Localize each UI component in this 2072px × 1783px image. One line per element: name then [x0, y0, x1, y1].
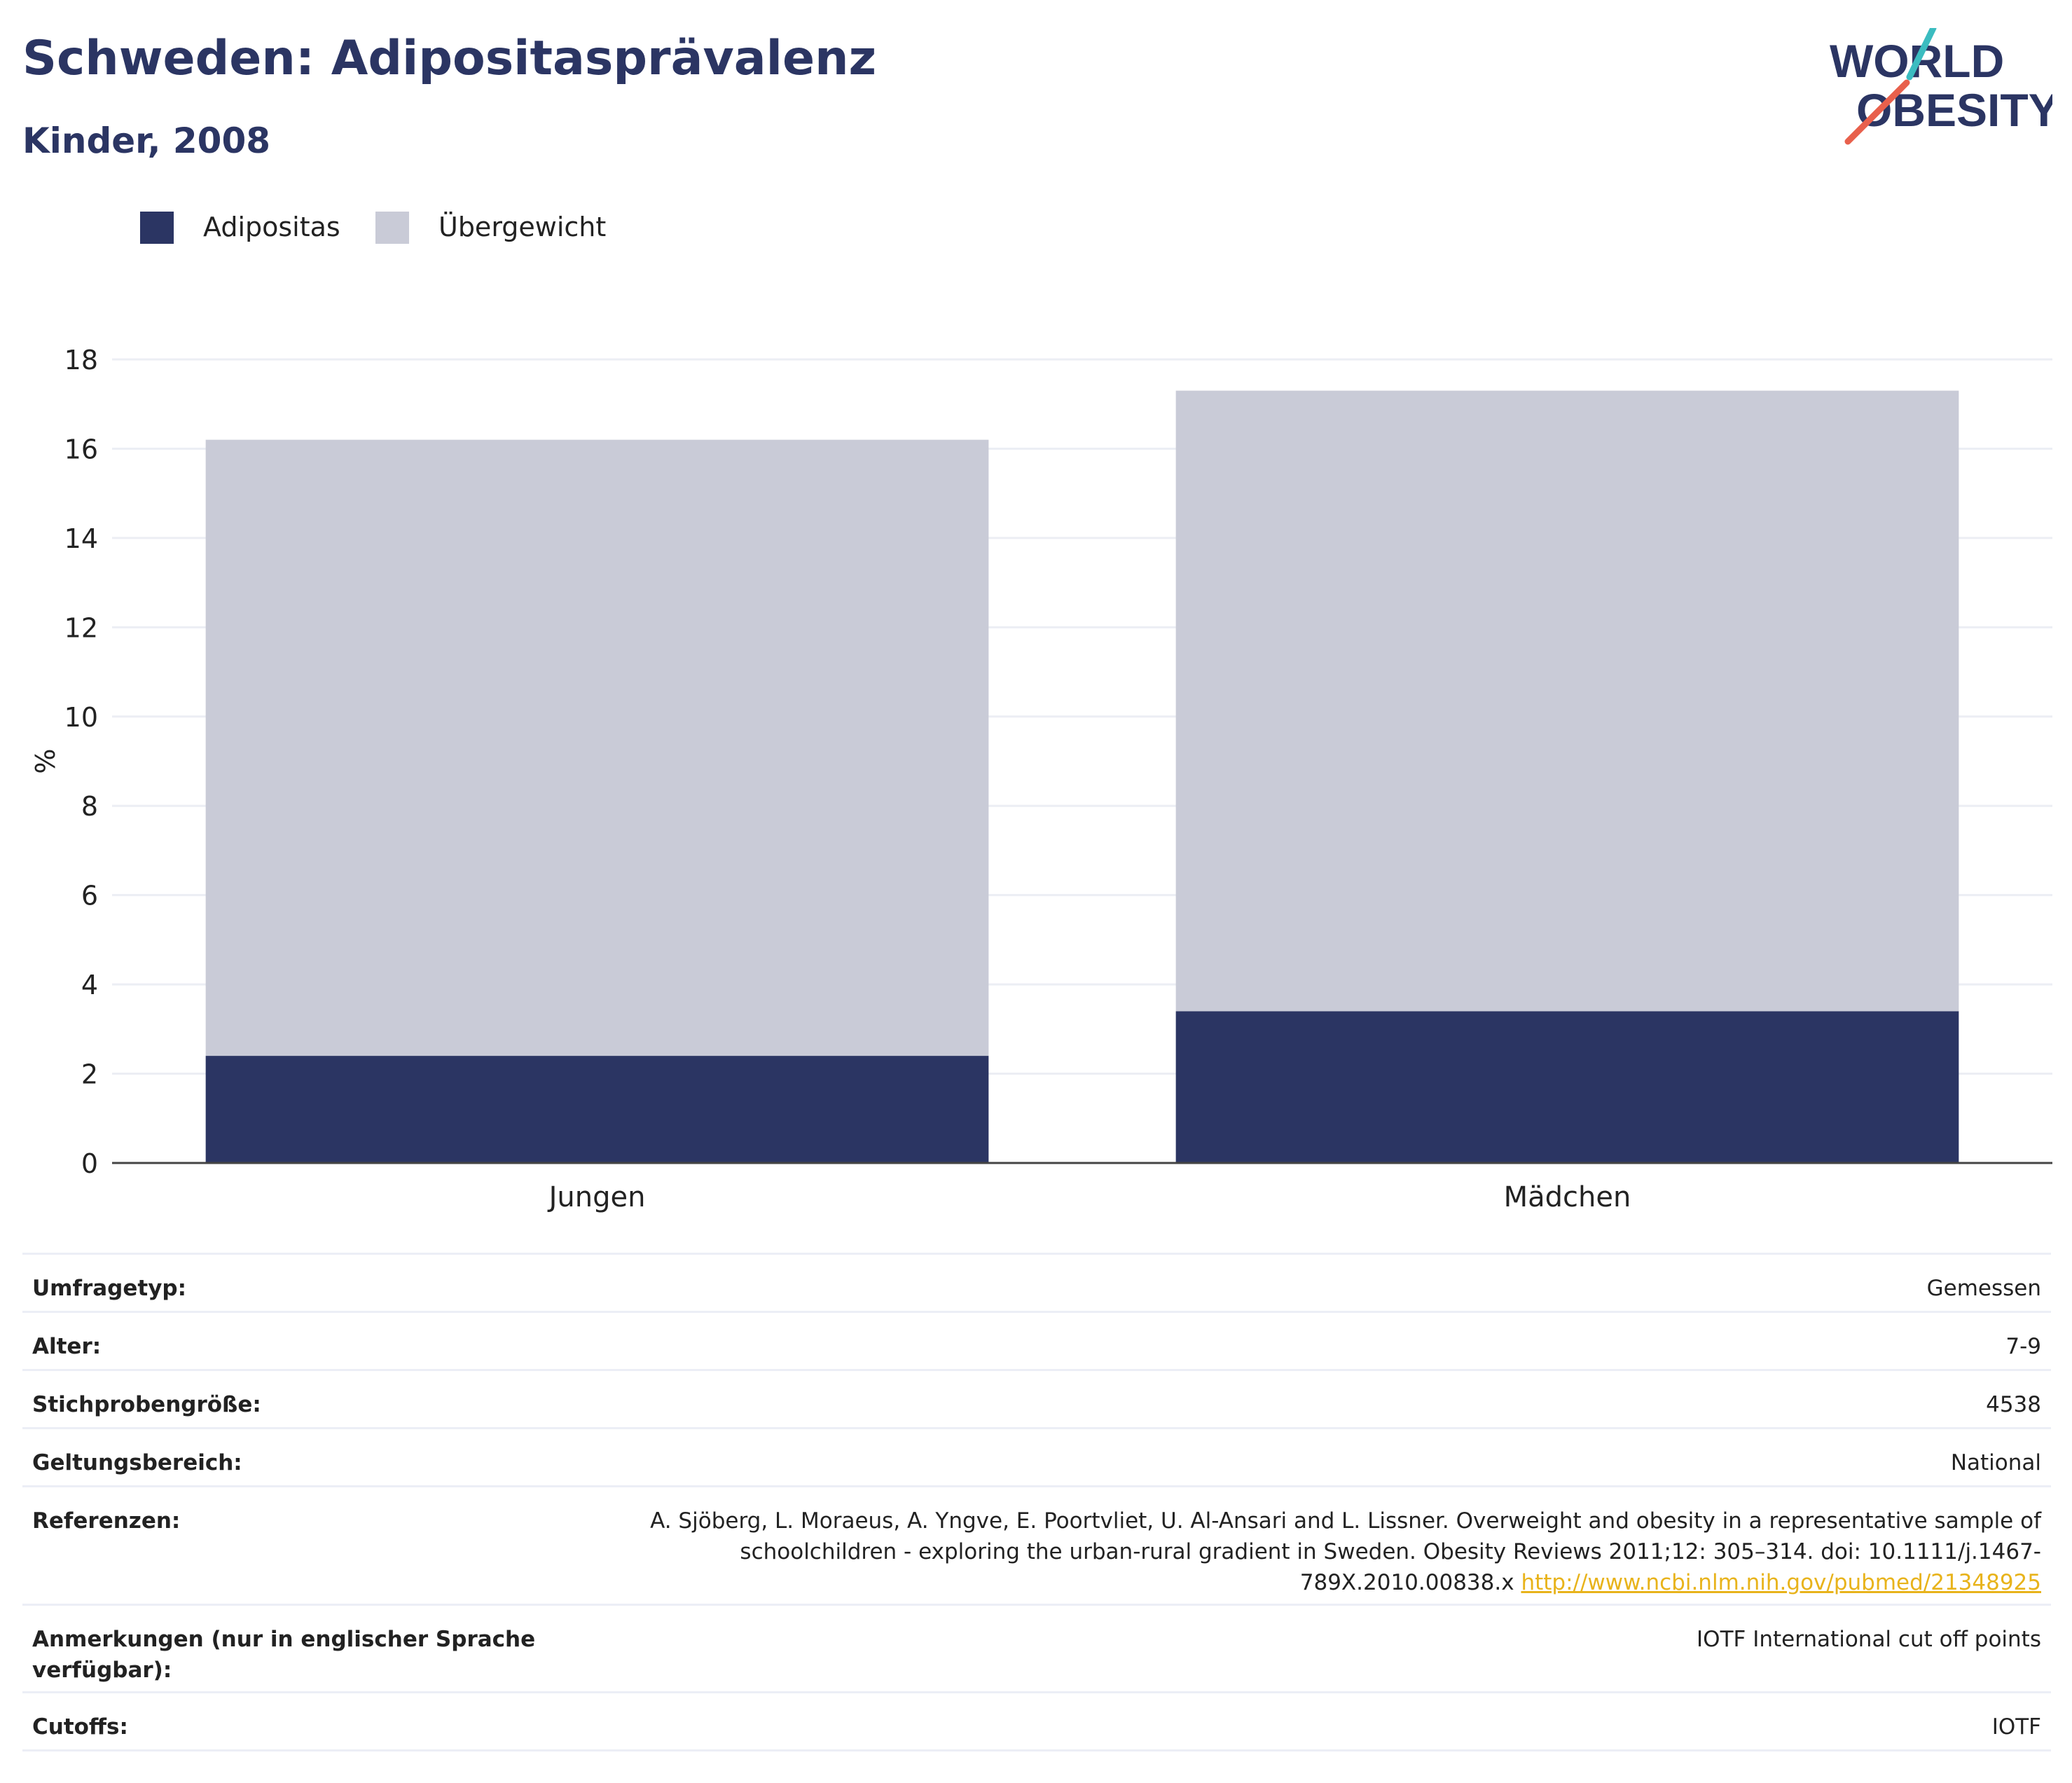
- info-value: National: [1950, 1450, 2041, 1475]
- legend-label-adipositas: Adipositas: [203, 212, 340, 242]
- y-axis-label: %: [30, 748, 61, 773]
- logo-line2: OBESITY: [1856, 84, 2052, 136]
- legend-swatch-uebergewicht: [375, 212, 409, 244]
- info-row-geltungsbereich: Geltungsbereich: National: [22, 1427, 2051, 1485]
- chart-title: Schweden: Adipositasprävalenz: [22, 31, 877, 86]
- info-value: A. Sjöberg, L. Moraeus, A. Yngve, E. Poo…: [640, 1506, 2041, 1598]
- y-tick-label: 12: [64, 612, 98, 643]
- reference-text: A. Sjöberg, L. Moraeus, A. Yngve, E. Poo…: [650, 1508, 2041, 1595]
- chart-subtitle: Kinder, 2008: [22, 121, 271, 161]
- y-tick-label: 0: [81, 1148, 98, 1179]
- y-tick-label: 10: [64, 702, 98, 733]
- info-key: Cutoffs:: [32, 1714, 128, 1740]
- info-value: IOTF: [1991, 1714, 2041, 1740]
- survey-info-table: Umfragetyp: Gemessen Alter: 7-9 Stichpro…: [22, 1253, 2051, 1751]
- bar-adipositas-jungen: [205, 1056, 989, 1163]
- info-row-referenzen: Referenzen: A. Sjöberg, L. Moraeus, A. Y…: [22, 1485, 2051, 1604]
- info-key: Umfragetyp:: [32, 1276, 186, 1301]
- info-key: Anmerkungen (nur in englischer Sprache v…: [32, 1627, 536, 1683]
- y-tick-label: 18: [64, 345, 98, 376]
- info-value: 7-9: [2005, 1334, 2041, 1359]
- bar-bergewicht-mdchen: [1175, 390, 1959, 1012]
- x-tick-label: Jungen: [547, 1181, 646, 1213]
- x-tick-label: Mädchen: [1504, 1181, 1631, 1213]
- info-row-umfragetyp: Umfragetyp: Gemessen: [22, 1253, 2051, 1311]
- bar-bergewicht-jungen: [205, 439, 989, 1056]
- y-tick-label: 4: [81, 970, 98, 1000]
- legend-label-uebergewicht: Übergewicht: [438, 212, 607, 242]
- stacked-bar-chart: 0 2 4 6 8 10 12 14 16 18% Jungen Mädchen: [30, 345, 2052, 1213]
- info-value: 4538: [1986, 1392, 2041, 1417]
- y-tick-label: 16: [64, 434, 98, 464]
- info-key: Referenzen:: [32, 1508, 181, 1534]
- info-value: Gemessen: [1926, 1276, 2041, 1301]
- y-tick-label: 14: [64, 523, 98, 554]
- bar-adipositas-mdchen: [1175, 1011, 1959, 1163]
- info-row-cutoffs: Cutoffs: IOTF: [22, 1691, 2051, 1751]
- y-tick-label: 8: [81, 791, 98, 822]
- info-row-alter: Alter: 7-9: [22, 1311, 2051, 1369]
- info-key: Stichprobengröße:: [32, 1392, 261, 1417]
- info-key: Geltungsbereich:: [32, 1450, 242, 1475]
- info-row-anmerkungen: Anmerkungen (nur in englischer Sprache v…: [22, 1604, 2051, 1691]
- info-value: IOTF International cut off points: [1697, 1627, 2041, 1652]
- y-tick-label: 6: [81, 881, 98, 911]
- info-key: Alter:: [32, 1334, 102, 1359]
- world-obesity-logo: WORLD OBESITY: [1830, 28, 2052, 145]
- y-tick-label: 2: [81, 1059, 98, 1090]
- reference-link[interactable]: http://www.ncbi.nlm.nih.gov/pubmed/21348…: [1521, 1570, 2041, 1595]
- legend-swatch-adipositas: [140, 212, 174, 244]
- info-row-stichprobengroesse: Stichprobengröße: 4538: [22, 1369, 2051, 1427]
